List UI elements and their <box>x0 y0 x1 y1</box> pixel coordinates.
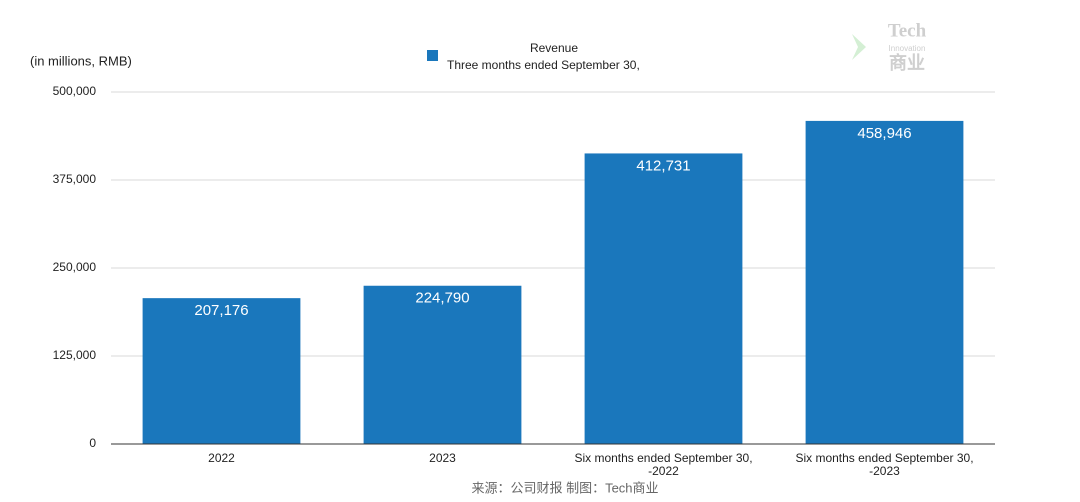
legend-subtitle: Three months ended September 30, <box>447 58 640 72</box>
y-tick-label: 500,000 <box>53 84 97 98</box>
watermark-icon <box>852 34 866 60</box>
value-label: 224,790 <box>415 290 469 307</box>
x-tick-label: Six months ended September 30, -2023 <box>795 451 974 478</box>
bar <box>584 153 743 444</box>
value-label: 458,946 <box>857 125 911 142</box>
value-label: 412,731 <box>636 157 690 174</box>
source: 来源：公司财报 制图：Tech商业 <box>471 480 658 495</box>
watermark: Tech <box>888 20 927 41</box>
bar <box>805 120 964 445</box>
legend-swatch <box>427 50 438 61</box>
x-tick-label: 2022 <box>208 451 235 465</box>
bar <box>142 298 301 444</box>
legend-label: Revenue <box>530 41 578 55</box>
watermark: 商业 <box>889 52 925 73</box>
y-axis-label: (in millions, RMB) <box>30 53 132 68</box>
y-tick-label: 250,000 <box>53 260 97 274</box>
x-tick-label: 2023 <box>429 451 456 465</box>
y-tick-label: 375,000 <box>53 172 97 186</box>
y-tick-label: 125,000 <box>53 348 97 362</box>
bar <box>363 285 522 444</box>
value-label: 207,176 <box>194 302 248 319</box>
watermark: Innovation <box>889 44 926 53</box>
x-tick-label: Six months ended September 30, -2022 <box>574 451 753 478</box>
y-tick-label: 0 <box>89 436 96 450</box>
